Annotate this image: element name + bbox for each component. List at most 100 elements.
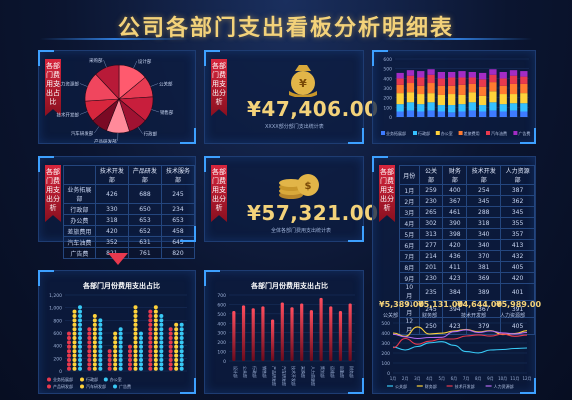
bar1-ytick: 200 xyxy=(53,356,62,362)
kpi-label: 技术开发部 xyxy=(461,313,487,319)
card1-caption: XXXX部分部门支出统计表 xyxy=(265,124,324,130)
table-cell: 405 xyxy=(500,261,535,273)
stacked-bar-segment xyxy=(520,76,528,84)
stacked-legend-label: 广告费 xyxy=(518,130,530,136)
bar1-dot xyxy=(174,366,179,371)
stacked-bar-chart: 600 500 400 300 200 100 0 业务拓展部 行政部 办公室 差旅费用 汽车油费 广告… xyxy=(381,57,530,136)
pie-leader-line xyxy=(79,111,88,115)
table-cell: 390 xyxy=(442,217,468,229)
stacked-bar-segment xyxy=(448,77,456,86)
bar1-dot xyxy=(72,340,77,345)
table-cell: 230 xyxy=(418,195,444,207)
bar1-dot xyxy=(179,327,184,332)
bar1-dot xyxy=(72,314,77,318)
stacked-bar-segment xyxy=(509,83,518,95)
bar1-dot xyxy=(87,353,92,358)
bar1-dot xyxy=(148,318,153,323)
bar2-xtick: 财务部 xyxy=(349,366,355,378)
stacked-bar-segment xyxy=(406,110,415,117)
bar2-xtick: 设计部 xyxy=(233,366,239,378)
table-cell: 230 xyxy=(418,272,444,284)
bar1-dot xyxy=(92,318,97,323)
bar1-dot xyxy=(78,322,82,327)
table-cell: 355 xyxy=(500,217,535,229)
bar1-legend-swatch xyxy=(47,384,51,389)
total-card-2: 各部门费用支出分析 $ ¥57,321.00 全体各部门费用支出统计表 xyxy=(204,156,378,242)
bar1-dot xyxy=(113,366,118,371)
bar1-dot xyxy=(179,358,184,362)
bar1-dot xyxy=(78,331,82,336)
stacked-legend-label: 汽车油费 xyxy=(491,130,507,136)
table-cell: 413 xyxy=(500,239,535,251)
table-cell: 420 xyxy=(442,239,468,251)
bar1-dot xyxy=(72,344,77,349)
table-cell: 432 xyxy=(500,250,535,262)
bar2-ytick: 600 xyxy=(217,302,226,308)
line-series xyxy=(392,329,528,340)
table-header-cell: 产品研发部 xyxy=(127,165,162,185)
stacked-bar-segment xyxy=(520,71,528,77)
stacked-bar-segment xyxy=(427,83,435,94)
bar1-dot xyxy=(128,366,132,371)
kpi-value: ¥5,989.00 xyxy=(496,300,542,309)
stacked-bar-segment xyxy=(396,78,404,85)
stacked-bar-segment xyxy=(417,111,425,117)
stacked-bar-segment xyxy=(406,102,415,111)
pie-label: 采购部 xyxy=(89,57,103,64)
table-cell: 461 xyxy=(442,206,468,218)
table-row: 3月 265 461 288 345 xyxy=(399,206,535,218)
bar1-dot xyxy=(159,353,164,358)
department-bar-chart: 700 600 500 400 300 200 100 0 设计部 公关部 行政部 销售部 产品研发部汽… xyxy=(217,293,355,386)
stacked-bar-segment xyxy=(437,105,446,112)
table-cell: 761 xyxy=(127,247,162,259)
stacked-bar-segment xyxy=(406,92,415,103)
bar1-dot xyxy=(72,362,77,367)
bar1-dot xyxy=(179,349,184,354)
bar1-dot xyxy=(148,322,153,327)
bar1-dot xyxy=(148,314,153,318)
table-header-cell: 人力资源部 xyxy=(500,165,535,185)
stacked-bar-segment xyxy=(499,78,507,86)
stacked-bar-segment xyxy=(427,74,435,84)
bar2-ytick: 700 xyxy=(217,293,226,299)
down-arrow-icon xyxy=(108,253,128,265)
bar1-dot xyxy=(98,336,103,340)
stacked-ytick: 0 xyxy=(389,115,392,121)
bar1-dot xyxy=(168,336,173,340)
stacked-bar-segment xyxy=(448,85,456,95)
stacked-bar-segment xyxy=(489,82,497,92)
stacked-bar-segment xyxy=(437,111,446,117)
bar2-xtick: 技术开发部 xyxy=(291,366,297,386)
bar1-dot xyxy=(153,305,158,310)
stacked-bar-segment xyxy=(396,111,404,117)
bar1-dot xyxy=(118,327,123,332)
table-cell: 318 xyxy=(466,217,502,229)
bar1-dot xyxy=(159,362,164,367)
bar1-dot xyxy=(179,331,184,336)
bar1-dot xyxy=(174,331,179,336)
bar1-legend-label: 产品研发部 xyxy=(53,383,73,389)
stacked-bar-segment xyxy=(489,69,497,75)
bar1-dot xyxy=(174,336,179,340)
line-xtick: 12月 xyxy=(522,376,531,381)
bar1-dot xyxy=(148,349,153,354)
stacked-bar-segment xyxy=(478,95,487,106)
bar1-dot xyxy=(67,358,71,362)
bar1-dot xyxy=(78,344,82,349)
bar1-dot xyxy=(92,322,97,327)
stacked-bar-segment xyxy=(448,112,456,117)
bar1-dot xyxy=(87,327,92,332)
bar1-dot xyxy=(168,362,173,367)
bar1-dot xyxy=(159,327,164,332)
bar1-dot xyxy=(67,336,71,340)
table-cell: 340 xyxy=(466,239,502,251)
table-cell: 387 xyxy=(500,184,535,196)
table-cell: 423 xyxy=(442,272,468,284)
bar1-dot xyxy=(148,331,153,336)
bar1-dot xyxy=(153,318,158,323)
bar1-dot xyxy=(87,366,92,371)
bar1-dot xyxy=(78,327,82,332)
stacked-bar-segment xyxy=(520,83,528,94)
bar1-title: 各部门月份费用支出占比 xyxy=(83,282,160,290)
line-ytick: 200 xyxy=(381,351,390,357)
